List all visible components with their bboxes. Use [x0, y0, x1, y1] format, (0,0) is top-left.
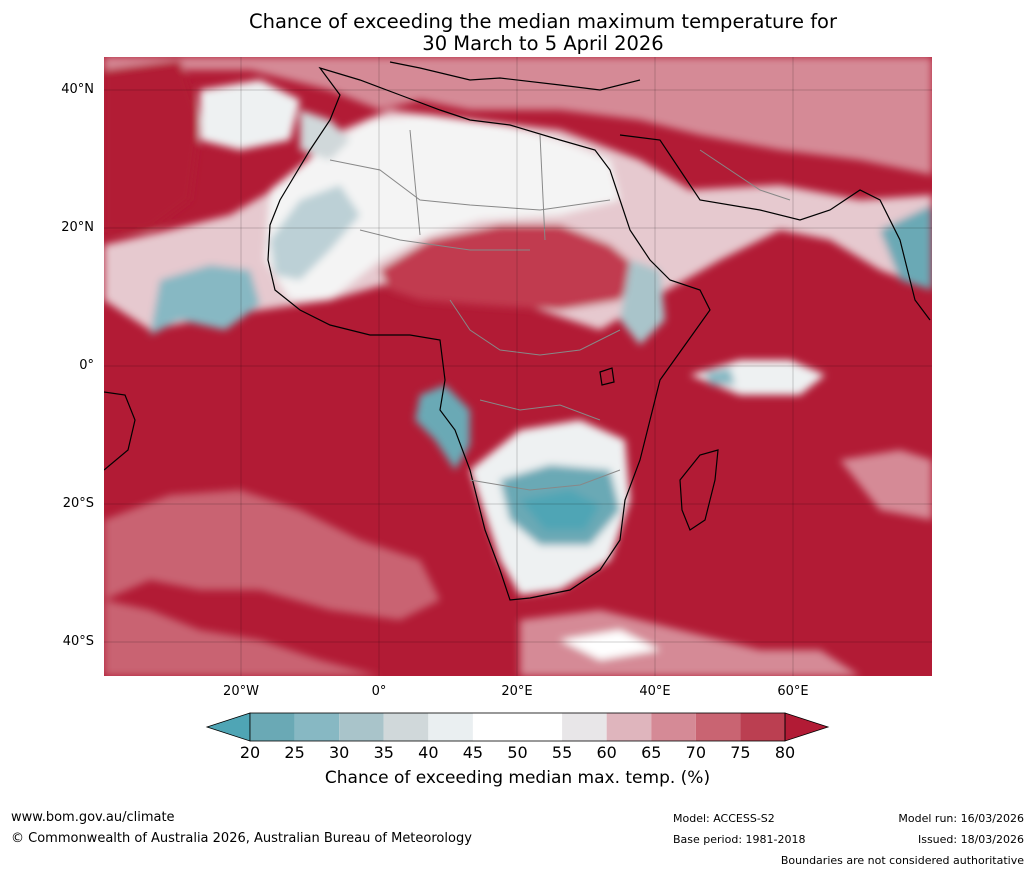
colorbar-segment: [294, 713, 340, 741]
colorbar-segment: [517, 713, 563, 741]
colorbar-segment: [250, 713, 295, 741]
colorbar-title: Chance of exceeding median max. temp. (%…: [324, 768, 711, 788]
map-title-line1: Chance of exceeding the median maximum t…: [248, 10, 838, 33]
lon-label-60e: 60°E: [777, 684, 809, 699]
colorbar-segment: [472, 713, 518, 741]
footer-model: Model: ACCESS-S2: [673, 812, 775, 825]
country-borders: [329, 129, 791, 491]
colorbar-segment: [740, 713, 785, 741]
colorbar-segment: [606, 713, 652, 741]
colorbar-tick-label: 60: [596, 743, 617, 762]
colorbar-tick-label: 75: [730, 743, 751, 762]
coastlines: [104, 61, 931, 601]
colorbar-tick-label: 30: [328, 743, 350, 762]
colorbar-tick-label: 25: [284, 743, 305, 762]
footer-model-run: Model run: 16/03/2026: [898, 812, 1024, 825]
colorbar-tick-label: 70: [685, 743, 706, 762]
colorbar-tick-label: 65: [641, 743, 662, 762]
footer-disclaimer: Boundaries are not considered authoritat…: [780, 854, 1024, 867]
colorbar-tick-label: 20: [239, 743, 261, 762]
colorbar-tick-label: 55: [551, 743, 573, 762]
graticule: [104, 57, 932, 676]
lon-label-0: 0°: [371, 684, 387, 699]
lat-label-40n: 40°N: [61, 82, 94, 97]
map-title-line2: 30 March to 5 April 2026: [422, 32, 664, 55]
colorbar-tick-label: 80: [774, 743, 796, 762]
colorbar-tick-label: 50: [507, 743, 528, 762]
lon-label-20e: 20°E: [501, 684, 533, 699]
colorbar-tick-label: 35: [373, 743, 394, 762]
colorbar-segment: [562, 713, 607, 741]
colorbar-segment: [428, 713, 473, 741]
colorbar: [205, 712, 830, 742]
colorbar-segment: [651, 713, 696, 741]
footer-base-period: Base period: 1981-2018: [673, 833, 806, 846]
colorbar-tick-label: 40: [418, 743, 439, 762]
map-field: [104, 57, 932, 676]
colorbar-segment: [383, 713, 429, 741]
colorbar-arrow-low: [205, 712, 251, 742]
lat-label-20n: 20°N: [61, 220, 94, 235]
lat-label-0: 0°: [79, 358, 94, 373]
lon-label-20w: 20°W: [223, 684, 259, 699]
lat-label-40s: 40°S: [62, 634, 94, 649]
colorbar-segment: [339, 713, 384, 741]
footer-issued: Issued: 18/03/2026: [917, 833, 1024, 846]
colorbar-arrow-high: [784, 712, 830, 742]
colorbar-segment: [695, 713, 741, 741]
colorbar-border: [249, 712, 786, 742]
colorbar-tick-label: 45: [462, 743, 484, 762]
footer-url[interactable]: www.bom.gov.au/climate: [11, 810, 175, 825]
footer-copyright: © Commonwealth of Australia 2026, Austra…: [11, 831, 472, 846]
lon-label-40e: 40°E: [639, 684, 671, 699]
lat-label-20s: 20°S: [62, 496, 94, 511]
